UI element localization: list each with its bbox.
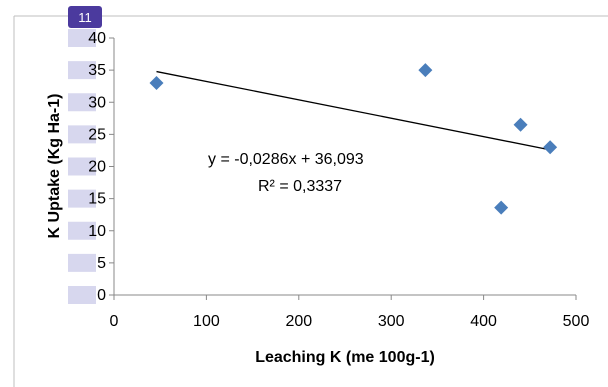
data-point bbox=[149, 75, 164, 90]
x-tick-label: 100 bbox=[193, 313, 220, 330]
x-axis-title: Leaching K (me 100g-1) bbox=[255, 349, 435, 366]
badge-background bbox=[68, 6, 102, 28]
axes bbox=[109, 37, 577, 300]
x-tick-label: 200 bbox=[285, 313, 312, 330]
x-tick-label: 300 bbox=[378, 313, 405, 330]
y-tick-label: 20 bbox=[88, 159, 106, 176]
y-tick-label: 15 bbox=[88, 191, 106, 208]
y-tick-highlight bbox=[68, 253, 96, 272]
y-tick-highlight bbox=[68, 221, 96, 240]
y-axis-title: K Uptake (Kg Ha-1) bbox=[46, 94, 63, 239]
figure-number-badge: 11 bbox=[68, 6, 102, 28]
y-tick-label: 30 bbox=[88, 94, 106, 111]
trendline-equation: y = -0,0286x + 36,093 bbox=[208, 151, 364, 168]
y-tick-highlight bbox=[68, 93, 96, 112]
x-tick-label: 0 bbox=[110, 313, 119, 330]
badge-label: 11 bbox=[78, 10, 92, 25]
y-tick-highlight bbox=[68, 61, 96, 80]
y-tick-highlight bbox=[68, 157, 96, 176]
y-tick-label: 40 bbox=[88, 30, 106, 47]
y-tick-label: 35 bbox=[88, 62, 106, 79]
y-tick-highlight bbox=[68, 286, 96, 304]
y-tick-highlight bbox=[68, 125, 96, 144]
y-tick-labels: 0 5 10 15 20 25 30 35 40 bbox=[88, 30, 106, 304]
y-tick-label: 10 bbox=[88, 223, 106, 240]
data-point bbox=[418, 63, 433, 78]
y-tick-label: 25 bbox=[88, 126, 106, 143]
y-tick-highlight bbox=[68, 189, 96, 208]
x-tick-label: 400 bbox=[470, 313, 497, 330]
data-points bbox=[149, 63, 558, 215]
data-point bbox=[494, 200, 509, 215]
data-point bbox=[543, 140, 558, 155]
data-point bbox=[513, 117, 528, 132]
x-tick-label: 500 bbox=[563, 313, 590, 330]
y-tick-highlights bbox=[68, 29, 96, 304]
trendline bbox=[156, 70, 551, 151]
y-tick-label: 0 bbox=[97, 287, 106, 304]
y-tick-label: 5 bbox=[97, 255, 106, 272]
x-tick-labels: 0 100 200 300 400 500 bbox=[110, 313, 590, 330]
y-tick-highlight bbox=[68, 29, 96, 47]
r-squared-label: R² = 0,3337 bbox=[258, 178, 342, 195]
